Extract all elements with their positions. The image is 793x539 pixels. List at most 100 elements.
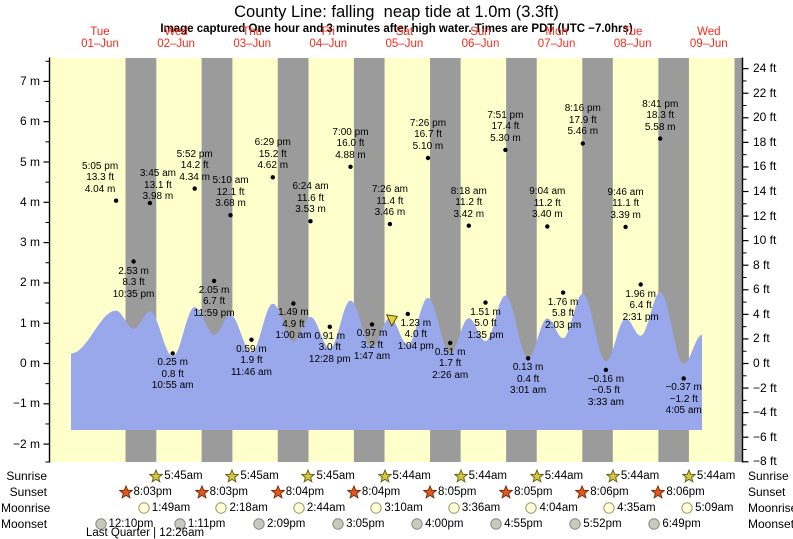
low-tide-label: 1.49 m 4.9 ft 1:00 am — [275, 307, 312, 342]
day-of-week-label: Fri — [321, 26, 335, 38]
y-axis-meter-label: 2 m — [19, 275, 40, 290]
day-date-label: 03–Jun — [233, 38, 272, 50]
y-axis-feet-label: 2 ft — [753, 331, 770, 346]
moonrise-time-entry: 3:36am — [447, 501, 500, 515]
day-date-label: 07–Jun — [537, 38, 576, 50]
moonrise-time-entry: 5:09am — [680, 501, 733, 515]
sunrise-star-icon — [529, 469, 544, 483]
high-tide-label: 6:29 pm 15.2 ft 4.62 m — [254, 137, 291, 172]
sunrise-star-icon — [225, 469, 240, 483]
low-tide-label: 2.53 m 8.3 ft 10:35 pm — [112, 265, 155, 300]
sunset-star-icon — [194, 485, 209, 499]
day-of-week-label: Sun — [470, 26, 491, 38]
tide-extreme-dot — [466, 223, 471, 228]
sunrise-star-icon-shape — [149, 469, 164, 483]
tide-extreme-dot — [291, 301, 296, 306]
y-axis-feet-label: 14 ft — [753, 184, 777, 198]
low-tide-label: 0.97 m 3.2 ft 1:47 am — [353, 328, 391, 363]
day-date-label: 05–Jun — [385, 38, 424, 50]
day-of-week-label: Mon — [545, 26, 568, 38]
tide-extreme-dot — [503, 147, 508, 153]
moonset-time: 6:49pm — [662, 517, 701, 530]
chart-title: County Line: falling neap tide at 1.0m (… — [234, 3, 559, 21]
chart-subtitle: Image captured One hour and 3 minutes af… — [160, 23, 633, 35]
tide-extreme-dot — [170, 351, 175, 356]
sunrise-time-entry: 5:44am — [681, 469, 735, 483]
day-of-week-label: Tue — [90, 26, 110, 38]
moonset-time: 1:11pm — [187, 517, 226, 530]
high-tide-label: 8:41 pm 18.3 ft 5.58 m — [642, 98, 679, 133]
sunrise-star-icon-shape — [301, 469, 316, 483]
sunrise-time-entry: 5:45am — [301, 469, 355, 483]
high-tide-label: 5:10 am 12.1 ft 3.68 m — [212, 175, 249, 210]
day-of-week-label: Tue — [622, 26, 643, 38]
sunset-star-icon-shape — [423, 485, 438, 499]
sunrise-star-icon-shape — [529, 469, 544, 483]
sunrise-star-icon — [301, 469, 316, 483]
tide-curve-area — [71, 292, 702, 430]
y-axis-meter-label: −2 m — [12, 436, 40, 451]
moonset-time-entry: 4:00pm — [410, 517, 463, 531]
sunset-time: 8:03pm — [133, 485, 172, 498]
high-tide-label: 7:51 pm 17.4 ft 5.30 m — [487, 109, 524, 144]
sunrise-time-entry: 5:44am — [453, 469, 507, 483]
moonrise-circle-icon-shape — [603, 502, 615, 514]
moonrise-circle-icon — [603, 502, 615, 514]
sunrise-star-icon — [453, 469, 468, 483]
moonrise-circle-icon-shape — [525, 502, 538, 514]
sunset-time: 8:03pm — [209, 485, 248, 498]
tide-extreme-dot — [560, 290, 566, 295]
low-tide-label: 2.05 m 6.7 ft 11:59 pm — [193, 284, 235, 319]
sunset-star-icon — [118, 485, 133, 499]
day-of-week-label: Thu — [242, 26, 263, 38]
sunset-time: 8:04pm — [285, 485, 325, 498]
high-tide-label: 7:26 am 11.4 ft 3.46 m — [371, 184, 408, 219]
moonset-time-entry: 12:10pm — [94, 517, 154, 531]
sunset-time-entry: 8:05pm — [423, 485, 476, 499]
y-axis-feet-label: 0 ft — [753, 356, 770, 370]
sunrise-time: 5:44am — [468, 469, 507, 482]
sunrise-time-entry: 5:44am — [529, 469, 583, 483]
moonset-time-entry: 6:49pm — [647, 517, 701, 531]
sunset-star-icon — [423, 485, 438, 499]
moonset-circle-icon-shape — [332, 518, 344, 530]
moonrise-time: 5:09am — [695, 501, 734, 514]
low-tide-label: 1.51 m 5.0 ft 1:35 pm — [467, 306, 504, 341]
moonset-circle-icon-shape — [174, 518, 186, 530]
tide-extreme-dot — [228, 213, 233, 218]
sunset-star-icon-shape — [575, 485, 590, 499]
moonset-time-entry: 3:05pm — [331, 517, 384, 531]
y-axis-meter-label: 0 m — [19, 356, 40, 370]
y-axis-feet-label: 6 ft — [753, 282, 770, 297]
sunrise-time-entry: 5:45am — [225, 469, 279, 483]
moonrise-circle-icon — [293, 502, 305, 514]
moonset-row-label-right: Moonset — [748, 517, 793, 531]
sunset-star-icon — [651, 485, 666, 499]
high-tide-label: 8:16 pm 17.9 ft 5.46 m — [564, 103, 601, 138]
high-tide-label: 7:00 pm 16.0 ft 4.88 m — [332, 126, 369, 161]
current-position-marker-icon — [385, 314, 399, 327]
y-axis-feet-label: −6 ft — [753, 429, 777, 444]
moonset-circle-icon-shape — [94, 518, 107, 530]
low-tide-label: 0.51 m 1.7 ft 2:26 am — [432, 346, 469, 381]
tide-extreme-dot — [580, 141, 585, 146]
moonrise-circle-icon — [370, 502, 383, 514]
sunset-star-icon-shape — [270, 485, 285, 499]
moonrise-circle-icon — [681, 502, 693, 514]
moonrise-time: 2:18am — [229, 501, 268, 514]
high-tide-label: 8:18 am 11.2 ft 3.42 m — [450, 185, 487, 220]
moonset-time-entry: 4:55pm — [489, 517, 542, 531]
sunset-time: 8:06pm — [590, 485, 629, 498]
sunset-star-icon — [346, 485, 361, 499]
sunrise-star-icon-shape — [225, 469, 240, 483]
tide-extreme-dot — [270, 175, 275, 180]
moonrise-time: 3:36am — [461, 501, 501, 514]
moonset-circle-icon — [94, 518, 107, 530]
moonset-circle-icon — [174, 518, 186, 530]
low-tide-label: 1.96 m 6.4 ft 2:31 pm — [622, 288, 659, 323]
sunset-time-entry: 8:06pm — [651, 485, 705, 499]
moonset-time: 12:10pm — [108, 517, 154, 530]
moonset-circle-icon — [490, 518, 502, 530]
